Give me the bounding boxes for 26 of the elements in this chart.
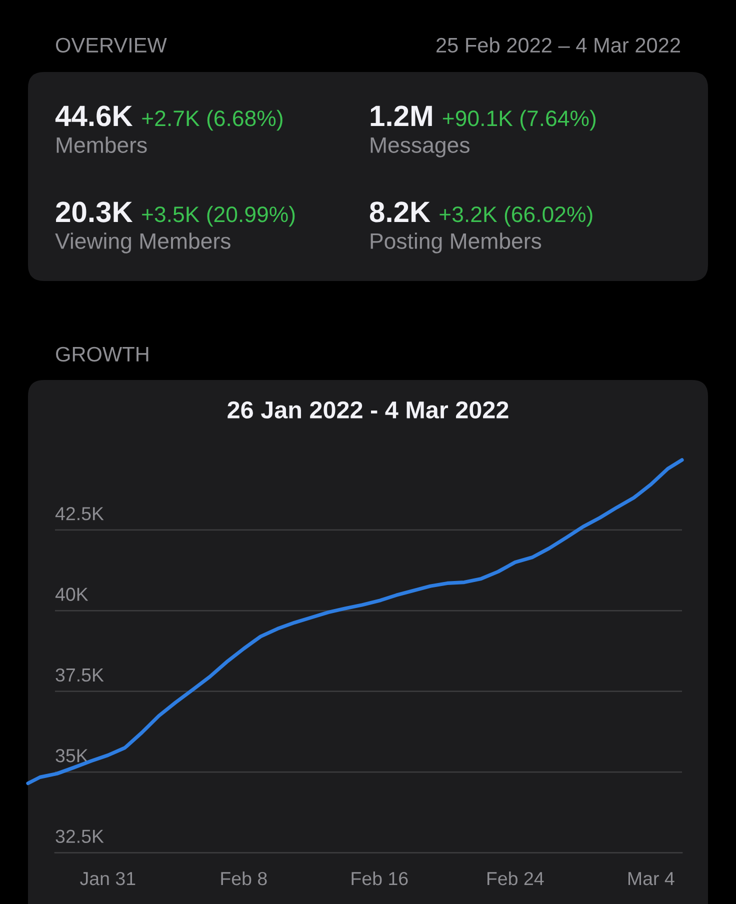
- y-tick-label: 35K: [56, 749, 88, 762]
- text: 8.2K: [370, 202, 430, 222]
- y-tick-label: 42.5K: [55, 506, 104, 520]
- text: 25 Feb 2022 – 4 Mar 2022: [436, 37, 680, 53]
- text: +3.5K (20.99%): [142, 206, 295, 227]
- x-tick-label: Jan 31: [80, 872, 136, 886]
- text: Viewing Members: [55, 232, 230, 254]
- x-tick-label: Mar 4: [628, 872, 674, 886]
- text: Messages: [370, 137, 470, 158]
- chart-subtitle: 26 Jan 2022 - 4 Mar 2022: [228, 401, 508, 419]
- chart-title: GROWTH: [56, 346, 148, 362]
- text: 44.6K: [55, 106, 133, 126]
- text: 20.3K: [56, 202, 133, 222]
- text: 1.2M: [370, 106, 432, 126]
- x-tick-label: Feb 16: [352, 871, 408, 886]
- y-tick-label: 40K: [55, 588, 88, 601]
- x-tick-label: Feb 24: [487, 871, 544, 886]
- text: OVERVIEW: [56, 38, 167, 53]
- text: Members: [56, 136, 147, 153]
- text: +2.7K (6.68%): [142, 110, 282, 131]
- y-tick-label: 32.5K: [56, 830, 104, 843]
- text: +3.2K (66.02%): [440, 206, 592, 227]
- y-tick-label: 37.5K: [56, 668, 104, 682]
- text: Posting Members: [370, 232, 542, 254]
- x-tick-label: Feb 8: [221, 871, 267, 886]
- text: +90.1K (7.64%): [442, 110, 596, 131]
